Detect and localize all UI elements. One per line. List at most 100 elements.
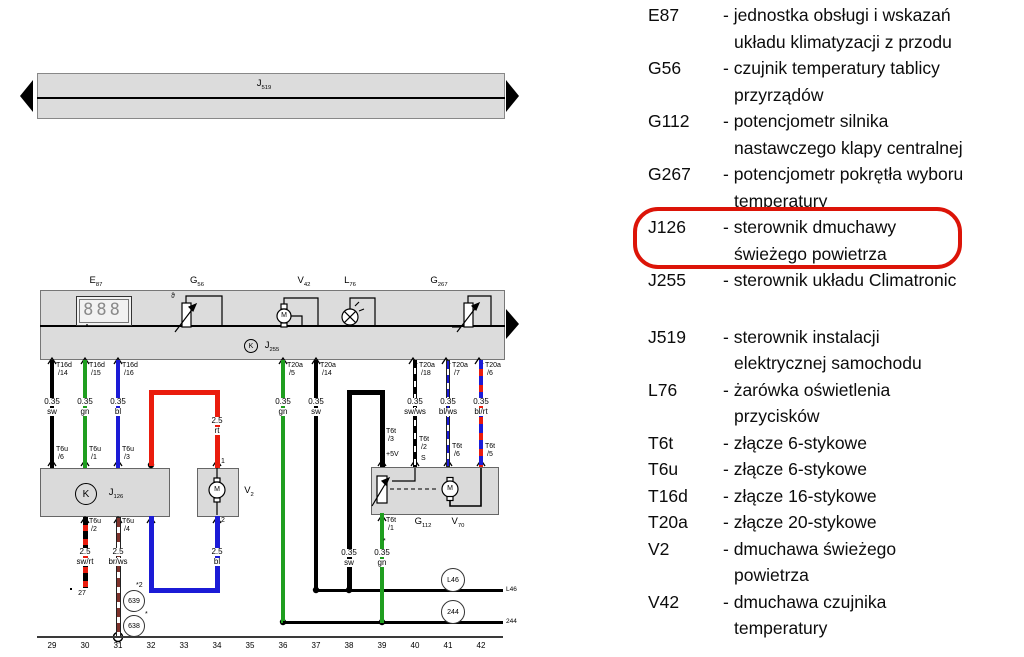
legend-line: przycisków	[734, 406, 820, 426]
diagram-label: V70	[451, 516, 465, 529]
wire-gn	[380, 513, 384, 623]
diagram-label: T6t	[452, 443, 463, 450]
legend-line: - złącze 16-stykowe	[723, 485, 877, 506]
e87-display	[76, 296, 132, 326]
diagram-label: bl/ws	[437, 407, 459, 417]
diagram-label: /18	[421, 370, 431, 377]
diagram-label: 27	[78, 590, 86, 597]
legend-code: G56	[648, 58, 682, 78]
wiring-diagram: K K	[20, 73, 519, 650]
diagram-label: 0.35	[472, 397, 490, 407]
legend-description: - złącze 6-stykowe	[723, 456, 1024, 483]
legend-line: - dmuchawa czujnika	[723, 591, 887, 612]
connector-circle-L46: L46	[441, 568, 465, 592]
legend-code: V2	[648, 538, 670, 559]
legend-line: - złącze 6-stykowe	[723, 432, 867, 453]
diagram-label: 2.5	[210, 416, 224, 426]
diagram-label: T6u	[89, 518, 102, 525]
wire-bl	[149, 516, 154, 593]
legend-row-J255: J255 - sterownik układu Climatronic	[620, 267, 1024, 294]
diagram-label: sw/rt	[75, 557, 95, 567]
diagram-label: /3	[388, 436, 394, 443]
legend-line: - sterownik dmuchawy	[723, 217, 897, 237]
legend-row-J126: J126 - sterownik dmuchawy świeżego powietr…	[620, 207, 1024, 269]
diagram-label: 2.5	[78, 547, 92, 557]
diagram-label: 0.35	[109, 397, 127, 407]
legend-description: - sterownik instalacji elektrycznej samoc…	[723, 324, 1024, 377]
legend-line: - złącze 6-stykowe	[723, 459, 867, 479]
diagram-label: /14	[58, 370, 68, 377]
diagram-label: T16d	[56, 362, 72, 369]
diagram-label: G56	[190, 275, 204, 288]
legend-description: - złącze 20-stykowe	[723, 509, 1024, 536]
diagram-label: T20a	[485, 362, 501, 369]
diagram-label: 2.5	[210, 547, 224, 557]
legend-description: - czujnik temperatury tablicy przyrządów	[723, 55, 1024, 108]
wire-brws	[116, 517, 121, 637]
legend-line: świeżego powietrza	[734, 243, 887, 264]
k-symbol-letter: K	[82, 488, 90, 500]
diagram-label: /6	[58, 454, 64, 461]
legend-line: - żarówka oświetlenia	[723, 379, 891, 400]
diagram-label: /14	[322, 370, 332, 377]
diagram-label: T16d	[122, 362, 138, 369]
legend-code: J519	[648, 326, 686, 347]
diagram-label: /3	[124, 454, 130, 461]
diagram-label: T6t	[386, 517, 397, 524]
box-j126	[40, 468, 170, 517]
diagram-label: 0.35	[373, 548, 391, 558]
legend-entries: E87 - jednostka obsługi i wskazań układu k…	[620, 2, 1024, 642]
diagram-label: E87	[89, 275, 103, 288]
bus-right-arrow	[506, 80, 519, 112]
diagram-label: /1	[388, 525, 394, 532]
diagram-label: 0.35	[340, 548, 358, 558]
legend-row-J519: J519 - sterownik instalacji elektrycznej s…	[620, 324, 1024, 377]
diagram-label: /6	[454, 451, 460, 458]
diagram-label: 2	[221, 517, 225, 524]
legend-code: L76	[648, 379, 678, 400]
strip-j255-line	[40, 325, 505, 327]
k-symbol-j126: K	[75, 483, 97, 505]
legend-line: - czujnik temperatury tablicy	[723, 58, 940, 78]
legend-row-G112: G112 - potencjometr silnika nastawczego kl…	[620, 108, 1024, 161]
legend: E87 - jednostka obsługi i wskazań układu k…	[620, 2, 1024, 642]
diagram-label: V2	[244, 485, 254, 498]
track-number: 30	[80, 641, 90, 650]
diagram-label: /7	[454, 370, 460, 377]
connector-circle-638: 638	[123, 615, 145, 637]
diagram-label: /16	[124, 370, 134, 377]
diagram-label: J126	[108, 487, 124, 500]
legend-row-T20a: T20a - złącze 20-stykowe	[620, 509, 1024, 536]
diagram-label: 2.5	[111, 547, 125, 557]
diagram-label: T6t	[419, 436, 430, 443]
legend-line: - potencjometr pokrętła wyboru	[723, 164, 964, 184]
track-number: 29	[47, 641, 57, 650]
diagram-label: T20a	[419, 362, 435, 369]
legend-line: - jednostka obsługi i wskazań	[723, 5, 951, 25]
diagram-label: T6u	[89, 446, 102, 453]
diagram-label: 0.35	[274, 397, 292, 407]
legend-description: - dmuchawa świeżego powietrza	[723, 536, 1024, 589]
diagram-label: 244	[506, 618, 517, 625]
track-number: 39	[377, 641, 387, 650]
diagram-label: T6u	[122, 446, 135, 453]
legend-row-V42: V42 - dmuchawa czujnika temperatury	[620, 589, 1024, 642]
legend-line: nastawczego klapy centralnej	[734, 137, 963, 158]
diagram-label: gn	[277, 407, 289, 417]
legend-row-G267: G267 - potencjometr pokrętła wyboru temper…	[620, 161, 1024, 214]
diagram-label: T20a	[320, 362, 336, 369]
diagram-label: 0.35	[439, 397, 457, 407]
connector-circle-244: 244	[441, 600, 465, 624]
bus-left-arrow	[20, 80, 33, 112]
track-number: 41	[443, 641, 453, 650]
diagram-label: /2	[91, 526, 97, 533]
diagram-label: 0.35	[307, 397, 325, 407]
diagram-label: T20a	[287, 362, 303, 369]
diagram-label: V42	[297, 275, 311, 288]
legend-description: - potencjometr pokrętła wyboru temperatur…	[723, 161, 1024, 214]
diagram-label: 0.35	[76, 397, 94, 407]
legend-description: - złącze 6-stykowe	[723, 430, 1024, 457]
legend-description: - potencjometr silnika nastawczego klapy …	[723, 108, 1024, 161]
legend-code: J255	[648, 270, 686, 290]
